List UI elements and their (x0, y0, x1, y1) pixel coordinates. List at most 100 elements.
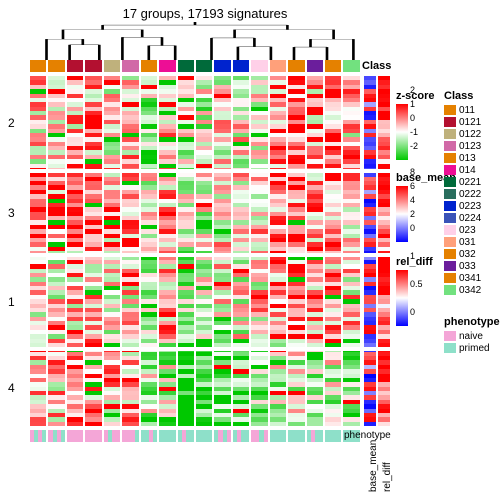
phenotype-cell (122, 430, 138, 442)
row-cluster-label: 4 (8, 381, 15, 395)
heatmap-column (307, 76, 323, 426)
class-cell (307, 60, 323, 72)
heatmap-body (30, 76, 360, 426)
legend-class-item: 0221 (444, 176, 481, 188)
phenotype-strip-label: phenotype (344, 430, 391, 441)
heatmap-column (233, 76, 249, 426)
legend-class-item: 014 (444, 164, 481, 176)
heatmap-column (48, 76, 64, 426)
legend-basemean-bar (396, 186, 408, 242)
class-cell (325, 60, 341, 72)
class-cell (104, 60, 120, 72)
anno-col-base_mean (364, 76, 376, 426)
phenotype-cell (251, 430, 267, 442)
heatmap-column (67, 76, 83, 426)
legend-class: Class 0110121012201230130140221022202230… (444, 90, 481, 296)
phenotype-cell (233, 430, 249, 442)
heatmap-column (196, 76, 212, 426)
heatmap-figure: 17 groups, 17193 signatures Class 2 3 1 4 b… (0, 0, 504, 504)
heatmap-column (288, 76, 304, 426)
phenotype-cell (141, 430, 157, 442)
phenotype-cell (104, 430, 120, 442)
heatmap-column (178, 76, 194, 426)
class-cell (251, 60, 267, 72)
legend-class-item: 032 (444, 248, 481, 260)
class-cell (288, 60, 304, 72)
phenotype-cell (159, 430, 175, 442)
heatmap-column (30, 76, 46, 426)
class-cell (48, 60, 64, 72)
legend-class-items: 0110121012201230130140221022202230224023… (444, 104, 481, 296)
class-cell (122, 60, 138, 72)
legend-class-item: 0342 (444, 284, 481, 296)
legend-class-item: 0121 (444, 116, 481, 128)
column-dendrogram (30, 22, 360, 60)
legend-zscore-title: z-score (396, 90, 435, 102)
class-cell (270, 60, 286, 72)
class-cell (67, 60, 83, 72)
right-annotation-columns (364, 76, 390, 426)
heatmap-column (122, 76, 138, 426)
class-cell (30, 60, 46, 72)
legend-class-title: Class (444, 90, 481, 102)
row-cluster-labels: 2 3 1 4 (8, 76, 26, 426)
legend-phenotype-title: phenotype (444, 316, 500, 328)
class-cell (343, 60, 359, 72)
legend-class-item: 0122 (444, 128, 481, 140)
class-strip-label: Class (362, 60, 391, 72)
anno-col-rel_diff (378, 76, 390, 426)
class-annotation-strip (30, 60, 360, 72)
anno-label-base-mean: base_mean (368, 440, 379, 492)
phenotype-cell (67, 430, 83, 442)
legend-phenotype-items: naiveprimed (444, 330, 500, 354)
class-cell (85, 60, 101, 72)
row-cluster-label: 1 (8, 295, 15, 309)
legend-class-item: 013 (444, 152, 481, 164)
phenotype-cell (85, 430, 101, 442)
legend-class-item: 0341 (444, 272, 481, 284)
heatmap-column (85, 76, 101, 426)
phenotype-cell (214, 430, 230, 442)
row-cluster-label: 3 (8, 206, 15, 220)
phenotype-cell (30, 430, 46, 442)
legend-class-item: 033 (444, 260, 481, 272)
legend-class-item: 0223 (444, 200, 481, 212)
legend-zscore: z-score 210-1-2 (396, 90, 435, 160)
class-cell (233, 60, 249, 72)
legend-zscore-bar (396, 104, 408, 160)
legend-class-item: 0222 (444, 188, 481, 200)
phenotype-cell (270, 430, 286, 442)
class-cell (196, 60, 212, 72)
legend-reldiff: rel_diff 10.50 (396, 256, 433, 326)
heatmap-column (270, 76, 286, 426)
heatmap-column (104, 76, 120, 426)
figure-title: 17 groups, 17193 signatures (50, 6, 360, 21)
legend-class-item: 0123 (444, 140, 481, 152)
anno-label-rel-diff: rel_diff (382, 462, 393, 492)
phenotype-cell (307, 430, 323, 442)
heatmap-column (141, 76, 157, 426)
class-cell (178, 60, 194, 72)
phenotype-cell (48, 430, 64, 442)
row-cluster-label: 2 (8, 116, 15, 130)
phenotype-cell (196, 430, 212, 442)
phenotype-annotation-strip (30, 430, 360, 442)
heatmap-column (251, 76, 267, 426)
heatmap-column (343, 76, 359, 426)
legend-class-item: 023 (444, 224, 481, 236)
legend-reldiff-bar (396, 270, 408, 326)
legend-class-item: 0224 (444, 212, 481, 224)
heatmap-column (159, 76, 175, 426)
legend-phenotype: phenotype naiveprimed (444, 316, 500, 354)
class-cell (141, 60, 157, 72)
legend-phenotype-item: naive (444, 330, 500, 342)
phenotype-cell (178, 430, 194, 442)
heatmap-column (325, 76, 341, 426)
phenotype-cell (288, 430, 304, 442)
class-cell (159, 60, 175, 72)
legend-class-item: 031 (444, 236, 481, 248)
legend-class-item: 011 (444, 104, 481, 116)
phenotype-cell (325, 430, 341, 442)
right-annotation-labels: base_mean rel_diff (364, 444, 394, 504)
heatmap-column (214, 76, 230, 426)
